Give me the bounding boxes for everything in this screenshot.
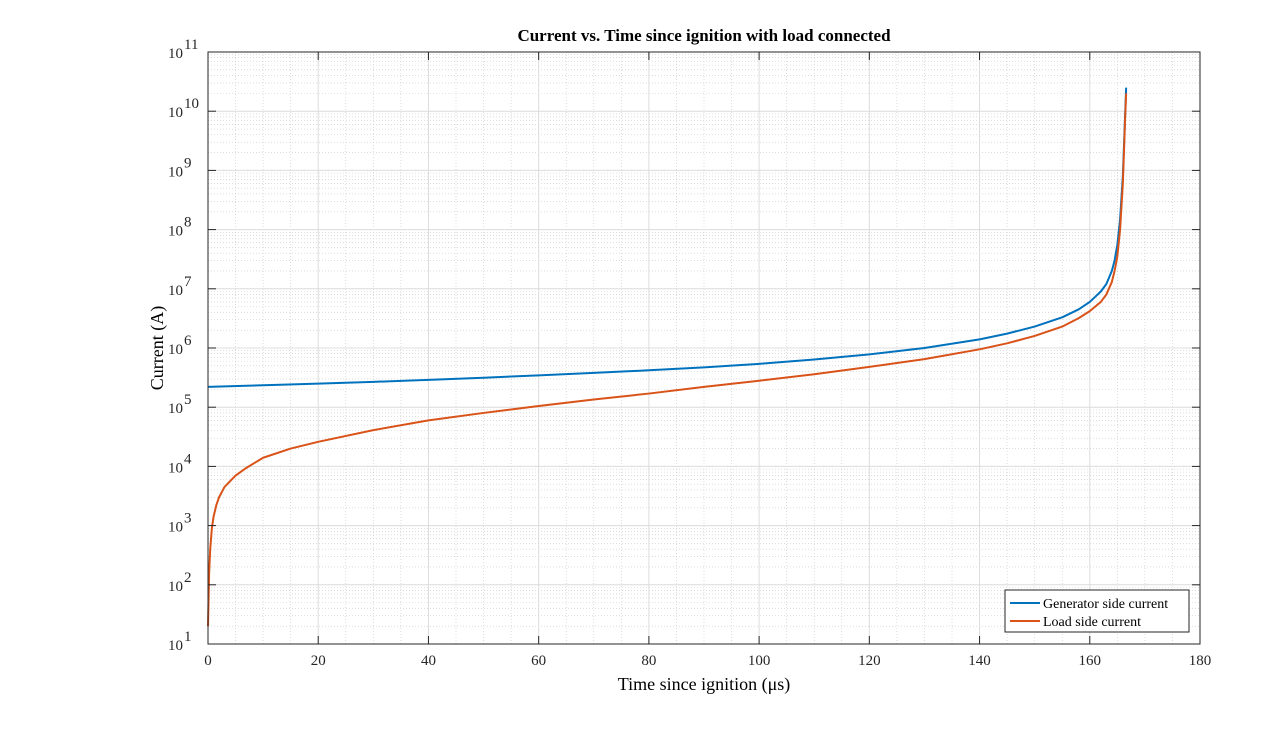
y-tick-exponent: 2 — [184, 570, 192, 586]
y-tick-label: 10 — [168, 283, 183, 299]
legend-label-load: Load side current — [1043, 615, 1141, 630]
x-tick-label: 20 — [311, 653, 326, 669]
y-tick-label: 10 — [168, 105, 183, 121]
y-tick-exponent: 6 — [184, 333, 192, 349]
chart-title: Current vs. Time since ignition with loa… — [517, 26, 891, 45]
x-tick-label: 160 — [1079, 653, 1102, 669]
y-tick-label: 10 — [168, 164, 183, 180]
y-tick-label: 10 — [168, 224, 183, 240]
series-line-load — [207, 93, 1128, 627]
x-tick-label: 100 — [748, 653, 771, 669]
legend-label-generator: Generator side current — [1043, 597, 1168, 612]
y-tick-exponent: 8 — [184, 215, 192, 231]
x-tick-label: 40 — [421, 653, 436, 669]
y-tick-label: 10 — [168, 460, 183, 476]
series-line-generator — [207, 87, 1128, 388]
x-tick-label: 80 — [641, 653, 656, 669]
y-tick-exponent: 11 — [184, 37, 198, 53]
y-axis-label: Current (A) — [147, 306, 168, 390]
y-tick-label: 10 — [168, 401, 183, 417]
y-tick-label: 10 — [168, 342, 183, 358]
legend-box — [1004, 589, 1190, 633]
x-tick-label: 140 — [968, 653, 991, 669]
y-tick-exponent: 7 — [184, 274, 192, 290]
series-layer — [207, 87, 1128, 627]
y-tick-exponent: 9 — [184, 155, 192, 171]
y-tick-label: 10 — [168, 46, 183, 62]
y-tick-exponent: 4 — [184, 451, 192, 467]
x-tick-label: 120 — [858, 653, 881, 669]
y-tick-label: 10 — [168, 520, 183, 536]
minor-grid — [208, 52, 1200, 644]
y-tick-label: 10 — [168, 579, 183, 595]
x-tick-label: 60 — [531, 653, 546, 669]
y-tick-exponent: 1 — [184, 629, 192, 645]
x-ticks: 0 20 40 60 80 100 120 140 160 180 — [204, 52, 1211, 669]
y-tick-exponent: 3 — [184, 511, 192, 527]
x-axis-label: Time since ignition (μs) — [618, 674, 791, 695]
y-tick-label: 10 — [168, 638, 183, 654]
x-tick-label: 180 — [1189, 653, 1212, 669]
y-tick-exponent: 5 — [184, 392, 192, 408]
x-tick-label: 0 — [204, 653, 212, 669]
y-tick-exponent: 10 — [184, 96, 199, 112]
legend: Generator side current Load side current — [1004, 589, 1190, 633]
